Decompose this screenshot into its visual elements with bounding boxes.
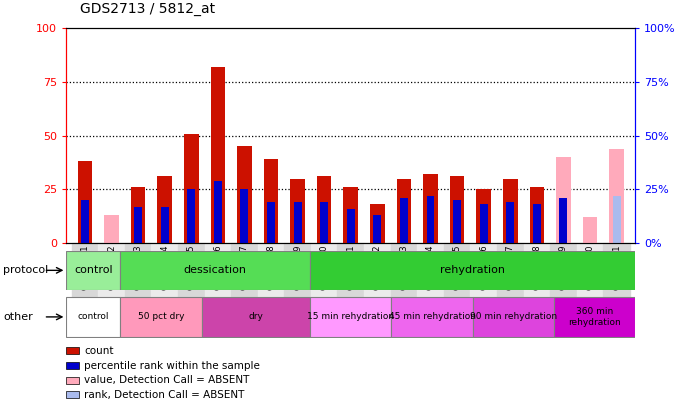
Text: percentile rank within the sample: percentile rank within the sample <box>84 361 260 371</box>
Bar <box>317 177 332 243</box>
Bar <box>577 243 603 318</box>
Bar <box>81 200 89 243</box>
Bar <box>396 179 411 243</box>
Bar <box>157 177 172 243</box>
Text: 50 pct dry: 50 pct dry <box>138 312 184 322</box>
Bar <box>343 187 358 243</box>
Text: dry: dry <box>248 312 263 322</box>
Text: GDS2713 / 5812_at: GDS2713 / 5812_at <box>80 2 216 16</box>
Bar <box>426 196 434 243</box>
Text: dessication: dessication <box>184 265 247 275</box>
Bar <box>205 243 231 318</box>
Bar <box>267 202 275 243</box>
Bar <box>131 187 145 243</box>
Bar <box>556 190 571 243</box>
Bar <box>609 149 624 243</box>
Text: value, Detection Call = ABSENT: value, Detection Call = ABSENT <box>84 375 250 385</box>
Bar <box>98 243 125 318</box>
Bar <box>77 162 92 243</box>
Bar <box>311 243 337 318</box>
Bar <box>556 157 571 243</box>
Bar <box>237 147 252 243</box>
Bar <box>151 243 178 318</box>
Bar <box>231 243 258 318</box>
Bar <box>506 202 514 243</box>
Bar <box>400 198 408 243</box>
Bar <box>202 296 310 337</box>
Text: rank, Detection Call = ABSENT: rank, Detection Call = ABSENT <box>84 390 245 400</box>
Bar <box>554 296 635 337</box>
Bar <box>178 243 205 318</box>
Bar <box>497 243 524 318</box>
Bar <box>524 243 550 318</box>
Bar <box>310 296 392 337</box>
Bar <box>470 243 497 318</box>
Text: 360 min
rehydration: 360 min rehydration <box>568 307 621 326</box>
Bar <box>66 296 121 337</box>
Bar <box>370 205 385 243</box>
Bar <box>364 243 391 318</box>
Bar <box>134 207 142 243</box>
Bar <box>284 243 311 318</box>
Bar <box>583 217 597 243</box>
Bar <box>104 215 119 243</box>
Text: rehydration: rehydration <box>440 265 505 275</box>
Text: other: other <box>3 312 34 322</box>
Bar <box>121 296 202 337</box>
Bar <box>294 202 302 243</box>
Bar <box>533 205 541 243</box>
Bar <box>603 243 630 318</box>
Bar <box>187 190 195 243</box>
Bar <box>613 196 621 243</box>
Text: 15 min rehydration: 15 min rehydration <box>307 312 394 322</box>
Bar <box>337 243 364 318</box>
Bar <box>310 251 635 290</box>
Text: count: count <box>84 346 114 356</box>
Bar <box>290 179 305 243</box>
Bar <box>264 159 279 243</box>
Text: 90 min rehydration: 90 min rehydration <box>470 312 557 322</box>
Text: control: control <box>74 265 112 275</box>
Bar <box>125 243 151 318</box>
Text: control: control <box>77 312 109 322</box>
Bar <box>240 190 248 243</box>
Bar <box>392 296 473 337</box>
Bar <box>211 67 225 243</box>
Bar <box>320 202 328 243</box>
Bar <box>503 179 517 243</box>
Bar <box>473 296 554 337</box>
Bar <box>72 243 98 318</box>
Bar <box>476 190 491 243</box>
Bar <box>550 243 577 318</box>
Bar <box>559 198 567 243</box>
Bar <box>347 209 355 243</box>
Bar <box>450 177 464 243</box>
Bar <box>214 181 222 243</box>
Bar <box>121 251 310 290</box>
Text: protocol: protocol <box>3 265 49 275</box>
Bar <box>480 205 488 243</box>
Bar <box>417 243 444 318</box>
Bar <box>184 134 198 243</box>
Text: 45 min rehydration: 45 min rehydration <box>389 312 475 322</box>
Bar <box>423 174 438 243</box>
Bar <box>444 243 470 318</box>
Bar <box>66 251 121 290</box>
Bar <box>161 207 169 243</box>
Bar <box>530 187 544 243</box>
Bar <box>453 200 461 243</box>
Bar <box>258 243 284 318</box>
Bar <box>373 215 381 243</box>
Bar <box>391 243 417 318</box>
